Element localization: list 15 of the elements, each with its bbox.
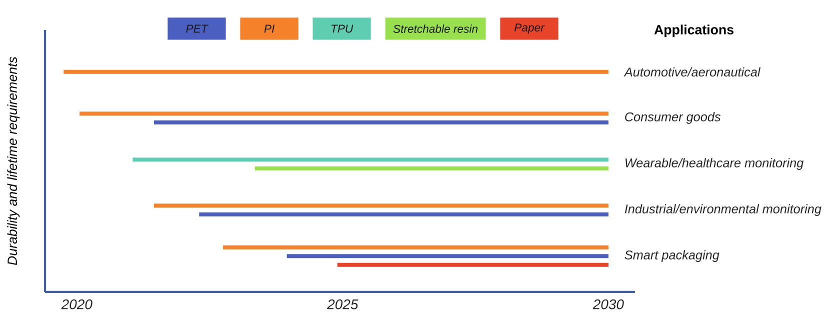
text: Paper (514, 24, 545, 34)
y-tick-label: Consumer goods (625, 112, 721, 124)
text: TPU (331, 24, 354, 33)
y-axis-title: Durability and lifetime requirements (7, 56, 20, 266)
y-tick-label: Smart packaging (624, 250, 720, 262)
x-tick-label: 2025 (327, 299, 358, 310)
text: Stretchable resin (393, 24, 478, 33)
x-tick-label: 2020 (61, 299, 92, 310)
text: PET (186, 24, 208, 33)
y-tick-label: Wearable/healthcare monitoring (625, 158, 804, 170)
y-tick-label: Automotive/aeronautical (624, 67, 761, 77)
y-tick-label: Industrial/environmental monitoring (624, 204, 822, 216)
text: Applications (654, 24, 734, 38)
text: PI (264, 24, 274, 33)
x-tick-label: 2030 (592, 299, 624, 310)
